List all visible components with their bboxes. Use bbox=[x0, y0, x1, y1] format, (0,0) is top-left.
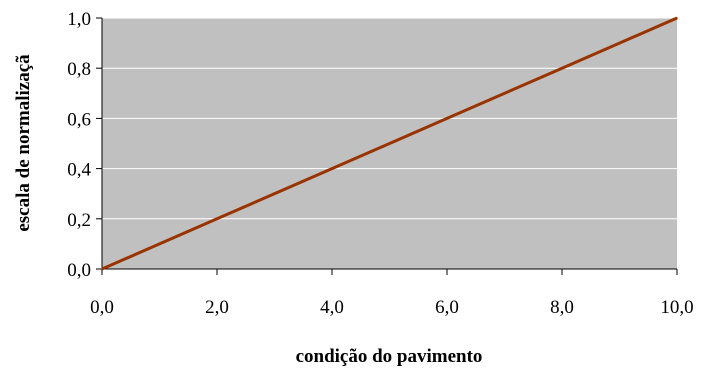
data-point-0-0 bbox=[101, 268, 103, 270]
data-point-0-2 bbox=[331, 167, 333, 170]
x-tick-label-2: 4,0 bbox=[320, 297, 344, 318]
y-tick-label-3: 0,6 bbox=[67, 109, 91, 130]
y-tick-label-5: 1,0 bbox=[67, 9, 91, 30]
gridlines bbox=[102, 17, 677, 220]
data-point-0-5 bbox=[676, 17, 678, 19]
y-tick-label-1: 0,2 bbox=[67, 210, 91, 231]
x-tick-label-1: 2,0 bbox=[205, 297, 229, 318]
x-tick-label-0: 0,0 bbox=[90, 297, 114, 318]
y-tick-label-0: 0,0 bbox=[67, 260, 91, 281]
y-tick-label-4: 0,8 bbox=[67, 59, 91, 80]
data-point-0-4 bbox=[561, 67, 563, 69]
y-axis-title: escala de normalizaçã bbox=[13, 54, 34, 232]
axes bbox=[101, 18, 677, 270]
data-point-0-1 bbox=[216, 218, 218, 220]
x-tick-label-4: 8,0 bbox=[550, 297, 574, 318]
x-tick-label-5: 10,0 bbox=[660, 297, 693, 318]
x-axis-ticks: 0,0 2,0 4,0 6,0 8,0 10,0 bbox=[90, 269, 694, 318]
y-axis-ticks: 0,0 0,2 0,4 0,6 0,8 1,0 bbox=[67, 9, 102, 281]
x-axis-title: condição do pavimento bbox=[296, 346, 483, 367]
data-point-0-3 bbox=[446, 117, 448, 120]
y-tick-label-2: 0,4 bbox=[67, 160, 91, 181]
x-tick-label-3: 6,0 bbox=[435, 297, 459, 318]
series-line-0 bbox=[101, 16, 678, 271]
series-layer bbox=[101, 16, 678, 271]
